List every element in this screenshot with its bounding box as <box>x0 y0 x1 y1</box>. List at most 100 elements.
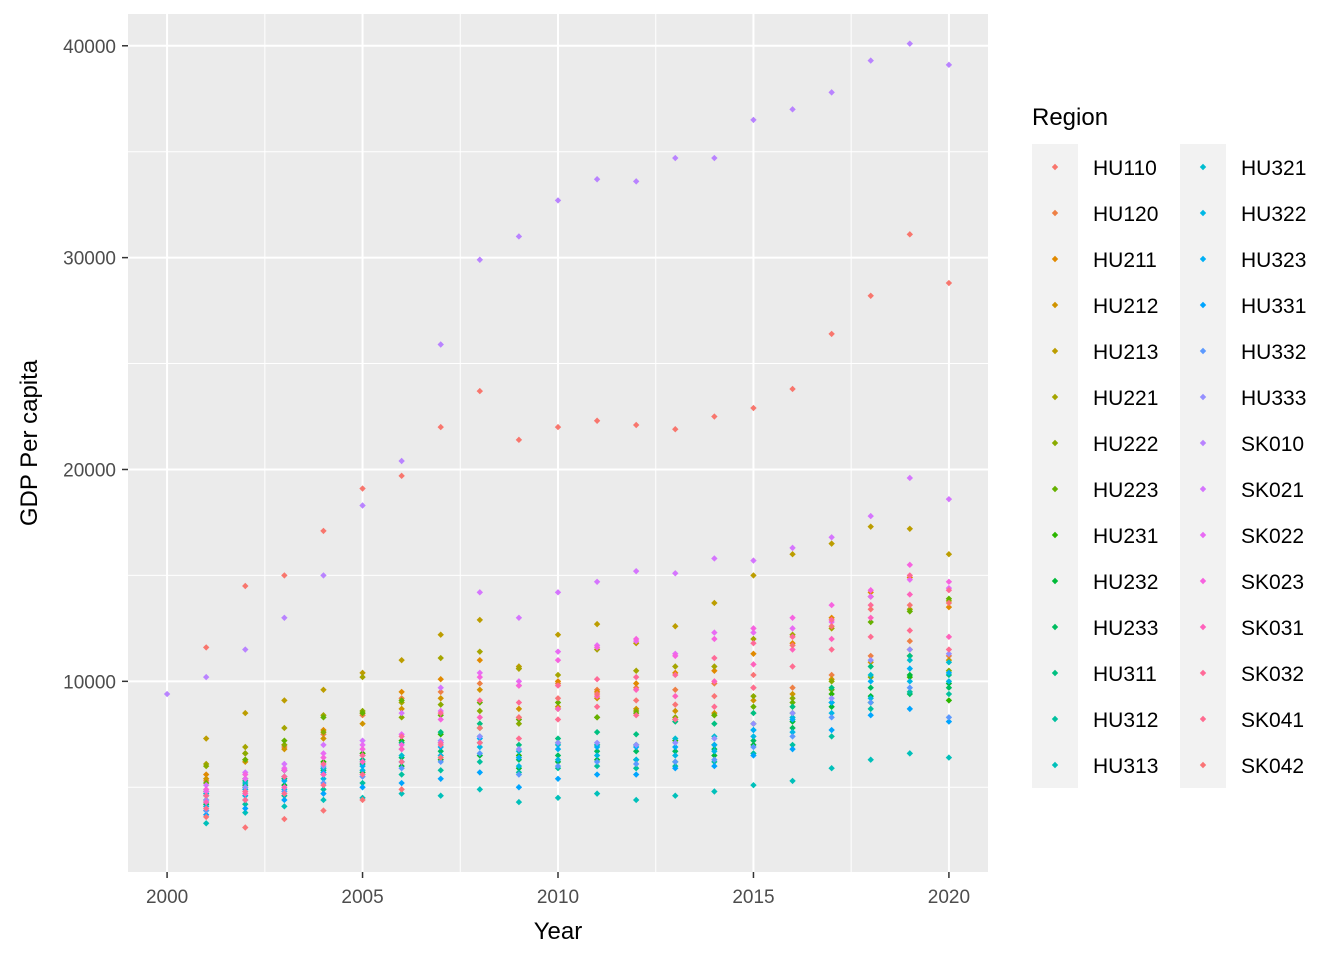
data-point <box>945 714 953 721</box>
data-point <box>515 714 523 721</box>
data-point <box>515 233 523 240</box>
data-point <box>202 813 210 821</box>
data-point <box>711 762 718 770</box>
data-point <box>632 741 640 749</box>
data-point <box>437 688 444 696</box>
data-point <box>906 591 914 598</box>
data-point <box>281 697 288 704</box>
data-point <box>867 292 874 299</box>
data-point <box>281 790 288 797</box>
data-point <box>789 642 796 649</box>
data-point <box>320 771 327 778</box>
data-point <box>672 701 679 708</box>
legend-label: HU323 <box>1241 249 1306 272</box>
data-point <box>672 707 679 715</box>
data-point <box>711 735 718 742</box>
data-point <box>828 601 835 609</box>
data-point <box>320 775 327 782</box>
data-point <box>906 40 914 47</box>
data-point <box>672 735 679 742</box>
data-point <box>476 758 484 766</box>
data-point <box>515 682 523 689</box>
y-tick-label: 10000 <box>63 672 116 693</box>
data-point <box>476 256 484 263</box>
data-point <box>359 673 366 681</box>
data-point <box>398 752 405 759</box>
legend-key <box>1051 163 1059 171</box>
data-point <box>320 741 327 749</box>
data-point <box>593 417 601 424</box>
data-point <box>202 775 210 782</box>
data-point <box>242 805 249 812</box>
legend-label: HU232 <box>1093 571 1158 594</box>
data-point <box>398 705 405 713</box>
data-point <box>828 726 835 734</box>
legend-label: HU322 <box>1241 203 1306 226</box>
data-point <box>593 752 601 759</box>
data-point <box>202 781 210 789</box>
data-point <box>554 695 562 702</box>
data-point <box>789 777 796 785</box>
data-point <box>437 741 444 749</box>
data-point <box>750 635 757 643</box>
data-point <box>867 671 874 679</box>
data-point <box>437 716 444 723</box>
data-point <box>320 807 327 814</box>
data-point <box>202 820 210 827</box>
data-point <box>867 684 874 691</box>
legend: Region HU110 HU120 HU211 HU212 HU213 HU221 HU2… <box>1032 104 1306 788</box>
data-point <box>632 731 640 738</box>
data-point <box>554 678 562 685</box>
data-point <box>945 633 953 641</box>
data-point <box>437 701 444 708</box>
data-point <box>711 555 718 562</box>
data-point <box>789 741 796 749</box>
data-point <box>554 671 562 679</box>
data-point <box>359 737 366 744</box>
data-point <box>437 754 444 761</box>
data-point <box>789 663 796 670</box>
data-point <box>906 601 914 609</box>
data-point <box>672 748 679 755</box>
data-point <box>789 728 796 736</box>
data-point <box>320 790 327 797</box>
data-point <box>750 752 757 759</box>
data-point <box>867 512 874 520</box>
data-point <box>828 733 835 740</box>
data-point <box>750 743 757 751</box>
data-point <box>202 673 210 681</box>
data-point <box>515 735 523 742</box>
data-point <box>632 635 640 643</box>
data-point <box>711 712 718 719</box>
data-point <box>789 699 796 706</box>
data-point <box>867 756 874 763</box>
data-point <box>476 686 484 694</box>
data-point <box>242 779 249 787</box>
data-point <box>359 720 366 727</box>
data-point <box>476 387 484 395</box>
data-point <box>554 745 562 753</box>
data-point <box>867 587 874 594</box>
data-point <box>359 669 366 677</box>
data-point <box>867 601 874 609</box>
data-point <box>789 106 796 113</box>
data-point <box>672 716 679 723</box>
data-point <box>476 656 484 664</box>
data-point <box>906 608 914 615</box>
data-point <box>554 656 562 664</box>
data-point <box>281 784 288 791</box>
data-point <box>202 805 210 812</box>
data-point <box>828 764 835 772</box>
data-point <box>242 796 249 804</box>
data-point <box>867 699 874 706</box>
data-point <box>320 686 327 694</box>
data-point <box>515 762 523 770</box>
data-point <box>554 775 562 782</box>
data-point <box>945 603 953 611</box>
data-point <box>242 646 249 653</box>
data-point <box>476 714 484 721</box>
data-point <box>672 686 679 694</box>
x-tick-label: 2020 <box>928 887 970 908</box>
legend-key <box>1199 393 1207 401</box>
data-point <box>476 707 484 715</box>
